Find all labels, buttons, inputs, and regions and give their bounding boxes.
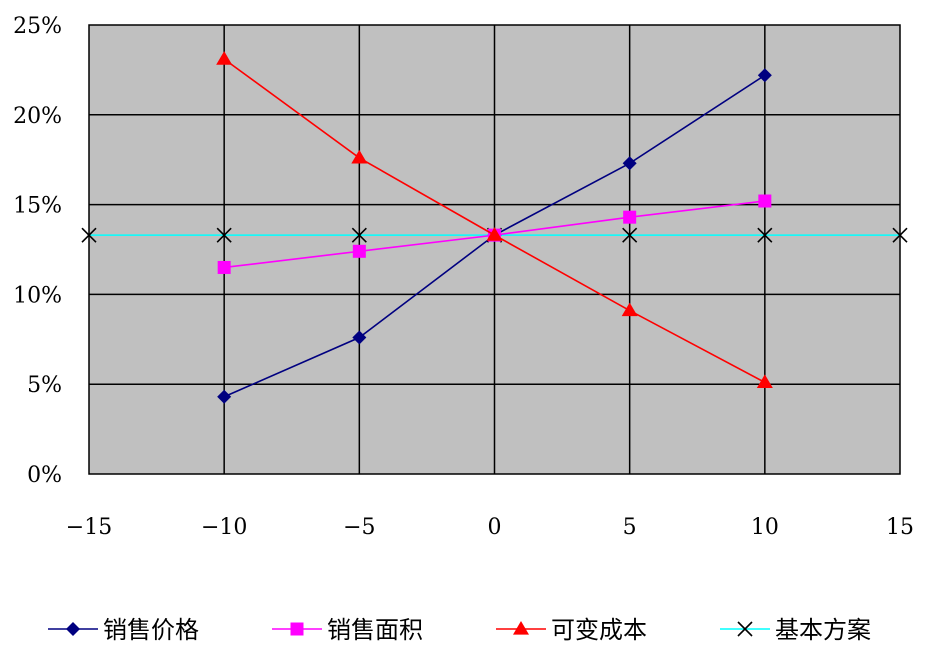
- data-point: [216, 51, 233, 65]
- data-point: [737, 621, 753, 637]
- legend-item: 可变成本: [496, 616, 647, 644]
- series-layer: [81, 51, 908, 404]
- data-point: [352, 330, 367, 345]
- legend-label: 基本方案: [775, 616, 871, 644]
- legend-label: 可变成本: [551, 616, 647, 644]
- data-point: [622, 227, 638, 243]
- legend-label: 销售价格: [103, 616, 199, 644]
- y-tick-label: 15%: [13, 194, 62, 219]
- y-tick-label: 10%: [13, 283, 62, 308]
- data-point: [216, 227, 232, 243]
- data-point: [756, 374, 773, 389]
- y-tick-label: 5%: [27, 373, 62, 398]
- data-point: [892, 227, 908, 243]
- data-point: [622, 156, 637, 171]
- legend-item: 销售价格: [48, 616, 199, 644]
- legend: 销售价格 销售面积 可变成本 基本方案: [48, 616, 871, 644]
- x-tick-label: 5: [623, 515, 637, 540]
- y-tick-label: 0%: [27, 463, 62, 488]
- plot-border: [88, 24, 901, 475]
- y-axis: 0% 5% 10% 15% 20% 25%: [13, 14, 62, 488]
- data-point: [623, 210, 637, 224]
- data-point: [217, 389, 232, 404]
- x-axis: −15 −10 −5 0 5 10 15: [66, 515, 914, 540]
- data-point: [621, 302, 638, 317]
- x-tick-label: 0: [488, 515, 502, 540]
- data-point: [757, 227, 773, 243]
- legend-item: 基本方案: [720, 616, 871, 644]
- x-tick-label: −5: [343, 515, 375, 540]
- legend-label: 销售面积: [327, 616, 423, 644]
- x-tick-label: −10: [201, 515, 247, 540]
- data-point: [66, 622, 80, 636]
- data-point: [217, 260, 231, 274]
- data-point: [352, 244, 366, 258]
- data-point: [351, 227, 367, 243]
- x-tick-label: −15: [66, 515, 112, 540]
- data-point: [758, 194, 772, 208]
- legend-item: 销售面积: [272, 616, 423, 644]
- series-2: [216, 51, 773, 389]
- data-point: [757, 68, 772, 83]
- x-tick-label: 10: [751, 515, 779, 540]
- data-point: [290, 622, 304, 636]
- y-tick-label: 25%: [13, 14, 62, 39]
- y-tick-label: 20%: [13, 104, 62, 129]
- data-point: [513, 621, 529, 635]
- data-point: [351, 149, 368, 164]
- x-tick-label: 15: [886, 515, 914, 540]
- data-point: [81, 227, 97, 243]
- data-point: [486, 227, 503, 241]
